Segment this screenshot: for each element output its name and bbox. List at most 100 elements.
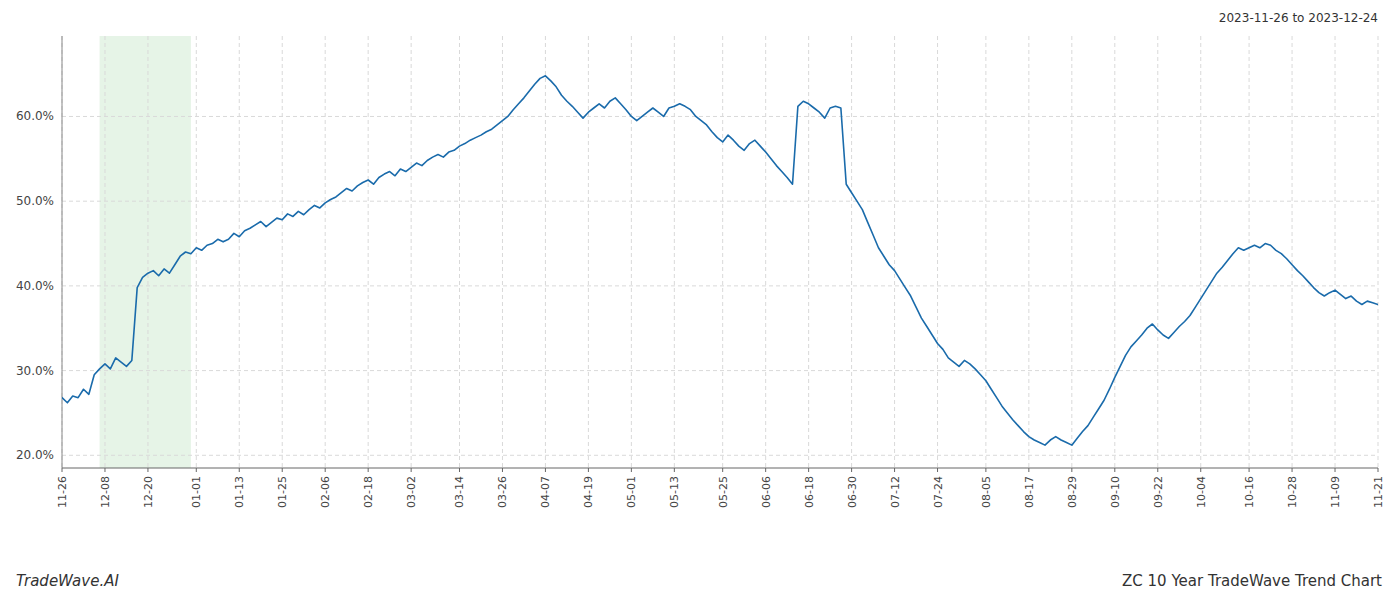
x-tick xyxy=(1114,468,1115,472)
y-grid-line xyxy=(62,116,1378,117)
x-tick-label: 12-20 xyxy=(142,476,155,508)
x-tick xyxy=(1292,468,1293,472)
x-grid-line xyxy=(545,36,546,468)
series-layer xyxy=(62,76,1378,445)
x-grid-line xyxy=(282,36,283,468)
x-tick xyxy=(1157,468,1158,472)
x-tick-label: 11-26 xyxy=(56,476,69,508)
x-tick-label: 07-12 xyxy=(889,476,902,508)
x-tick-label: 01-01 xyxy=(190,476,203,508)
x-tick xyxy=(282,468,283,472)
x-grid-line xyxy=(62,36,63,468)
x-tick-label: 01-25 xyxy=(276,476,289,508)
x-tick-label: 03-02 xyxy=(405,476,418,508)
x-tick xyxy=(808,468,809,472)
x-tick-label: 08-29 xyxy=(1066,476,1079,508)
y-tick-label: 50.0% xyxy=(16,194,54,208)
x-grid-line xyxy=(1157,36,1158,468)
y-grid-line xyxy=(62,201,1378,202)
x-tick-label: 08-17 xyxy=(1023,476,1036,508)
x-tick-label: 09-10 xyxy=(1109,476,1122,508)
x-tick-label: 03-26 xyxy=(496,476,509,508)
x-grid-line xyxy=(631,36,632,468)
chart: 20.0%30.0%40.0%50.0%60.0%11-2612-0812-20… xyxy=(0,0,1400,600)
x-grid-line xyxy=(239,36,240,468)
x-tick xyxy=(1028,468,1029,472)
series-line xyxy=(62,76,1378,445)
x-tick-label: 04-07 xyxy=(539,476,552,508)
x-tick-label: 06-18 xyxy=(803,476,816,508)
x-grid-line xyxy=(985,36,986,468)
highlight-layer xyxy=(100,36,191,468)
x-grid-line xyxy=(674,36,675,468)
title: ZC 10 Year TradeWave Trend Chart xyxy=(1122,572,1382,590)
x-tick-label: 09-22 xyxy=(1152,476,1165,508)
y-tick-label: 40.0% xyxy=(16,279,54,293)
x-tick-label: 06-30 xyxy=(846,476,859,508)
x-grid-line xyxy=(1028,36,1029,468)
y-tick-label: 30.0% xyxy=(16,364,54,378)
x-tick-label: 06-06 xyxy=(760,476,773,508)
x-tick-label: 11-21 xyxy=(1372,476,1385,508)
y-tick-label: 20.0% xyxy=(16,448,54,462)
x-tick xyxy=(851,468,852,472)
x-grid-line xyxy=(588,36,589,468)
x-tick-label: 11-09 xyxy=(1329,476,1342,508)
x-grid-line xyxy=(196,36,197,468)
highlight-band xyxy=(100,36,191,468)
y-tick-label: 60.0% xyxy=(16,109,54,123)
x-tick xyxy=(985,468,986,472)
x-grid-line xyxy=(851,36,852,468)
y-axis-line xyxy=(62,36,63,468)
x-tick xyxy=(765,468,766,472)
x-tick-label: 05-13 xyxy=(668,476,681,508)
x-tick xyxy=(722,468,723,472)
x-tick xyxy=(502,468,503,472)
x-grid-line xyxy=(1378,36,1379,468)
x-grid-line xyxy=(368,36,369,468)
grid xyxy=(62,36,1378,468)
x-grid-line xyxy=(502,36,503,468)
x-tick xyxy=(545,468,546,472)
x-tick xyxy=(196,468,197,472)
annotation: TradeWave.AI xyxy=(16,572,119,590)
x-tick xyxy=(459,468,460,472)
x-tick-label: 02-06 xyxy=(319,476,332,508)
x-tick xyxy=(894,468,895,472)
x-tick-label: 07-24 xyxy=(932,476,945,508)
y-grid-line xyxy=(62,455,1378,456)
x-tick xyxy=(368,468,369,472)
x-axis-line xyxy=(62,468,1378,469)
x-grid-line xyxy=(1071,36,1072,468)
x-tick-label: 05-01 xyxy=(625,476,638,508)
x-tick-label: 03-14 xyxy=(453,476,466,508)
x-tick-label: 05-25 xyxy=(717,476,730,508)
x-grid-line xyxy=(722,36,723,468)
x-tick xyxy=(1378,468,1379,472)
x-tick xyxy=(1071,468,1072,472)
y-grid-line xyxy=(62,285,1378,286)
x-tick xyxy=(1200,468,1201,472)
x-tick xyxy=(674,468,675,472)
x-grid-line xyxy=(1200,36,1201,468)
y-grid-line xyxy=(62,370,1378,371)
axes: 20.0%30.0%40.0%50.0%60.0%11-2612-0812-20… xyxy=(16,36,1385,508)
x-grid-line xyxy=(937,36,938,468)
x-grid-line xyxy=(808,36,809,468)
x-tick-label: 10-04 xyxy=(1195,476,1208,508)
x-grid-line xyxy=(325,36,326,468)
x-grid-line xyxy=(411,36,412,468)
x-tick xyxy=(104,468,105,472)
x-tick xyxy=(1249,468,1250,472)
x-tick-label: 10-28 xyxy=(1286,476,1299,508)
x-tick-label: 02-18 xyxy=(362,476,375,508)
x-grid-line xyxy=(765,36,766,468)
x-grid-line xyxy=(1249,36,1250,468)
x-tick xyxy=(937,468,938,472)
x-tick xyxy=(631,468,632,472)
x-grid-line xyxy=(894,36,895,468)
x-tick xyxy=(62,468,63,472)
x-tick-label: 08-05 xyxy=(980,476,993,508)
x-grid-line xyxy=(1292,36,1293,468)
x-grid-line xyxy=(147,36,148,468)
